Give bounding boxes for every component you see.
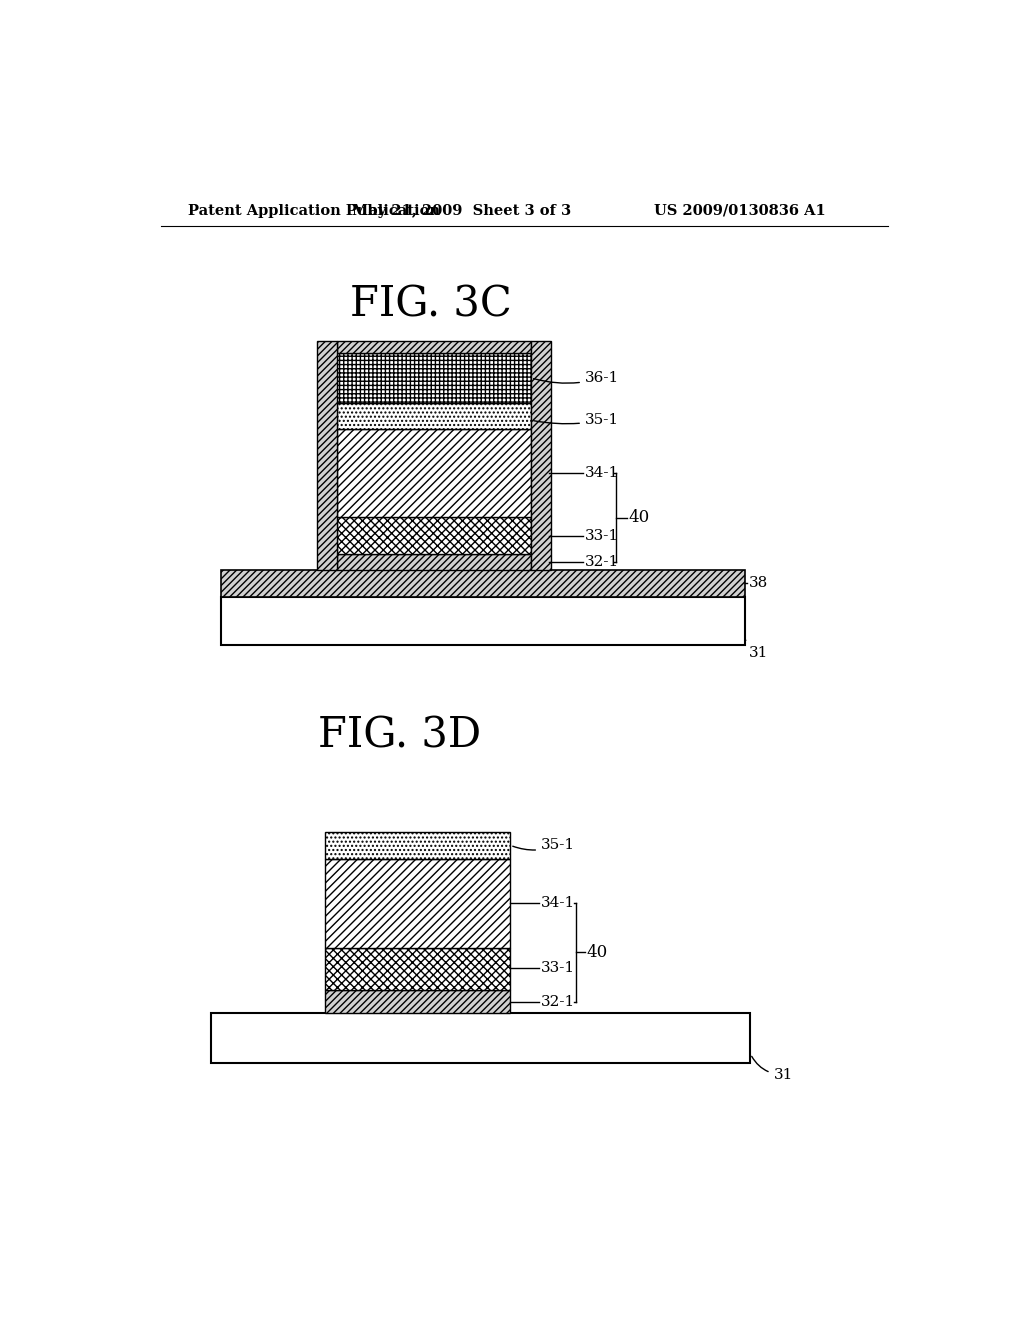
Bar <box>531 341 551 570</box>
Text: 35-1: 35-1 <box>534 413 618 428</box>
Text: US 2009/0130836 A1: US 2009/0130836 A1 <box>654 203 826 218</box>
Text: 34-1: 34-1 <box>585 466 620 480</box>
Text: 36-1: 36-1 <box>534 371 620 385</box>
Text: 31: 31 <box>745 640 768 660</box>
Text: FIG. 3D: FIG. 3D <box>318 715 481 756</box>
Bar <box>316 341 337 570</box>
Bar <box>326 832 510 859</box>
Bar <box>337 404 531 429</box>
Text: 34-1: 34-1 <box>541 896 575 909</box>
Text: 33-1: 33-1 <box>585 529 618 543</box>
Bar <box>337 429 531 517</box>
Text: 31: 31 <box>752 1056 793 1081</box>
Bar <box>326 859 510 948</box>
Text: May 21, 2009  Sheet 3 of 3: May 21, 2009 Sheet 3 of 3 <box>352 203 571 218</box>
Bar <box>211 1014 751 1063</box>
Bar <box>337 341 531 354</box>
Text: 35-1: 35-1 <box>513 838 575 853</box>
Text: 32-1: 32-1 <box>541 994 575 1008</box>
Text: 33-1: 33-1 <box>541 961 575 975</box>
Text: 40: 40 <box>629 510 650 527</box>
Bar <box>337 554 531 570</box>
Bar <box>221 570 745 597</box>
Bar <box>326 948 510 990</box>
Bar <box>326 990 510 1014</box>
Text: 38: 38 <box>749 577 768 590</box>
Bar <box>337 354 531 404</box>
Text: Patent Application Publication: Patent Application Publication <box>188 203 440 218</box>
Text: 40: 40 <box>587 944 607 961</box>
Bar <box>337 517 531 554</box>
Text: FIG. 3C: FIG. 3C <box>350 284 512 326</box>
Text: 32-1: 32-1 <box>585 554 620 569</box>
Bar <box>221 597 745 645</box>
